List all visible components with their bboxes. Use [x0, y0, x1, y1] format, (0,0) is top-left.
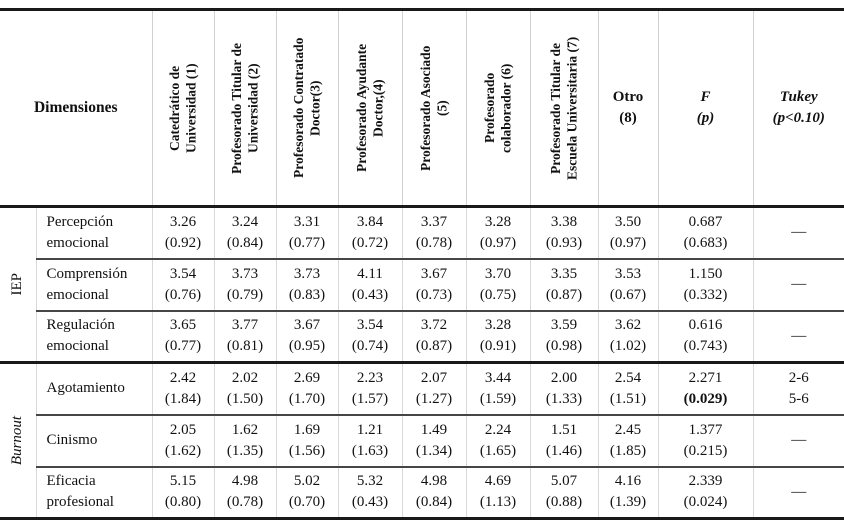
table-row: Comprensión emocional 3.54 (0.76) 3.73 (0.79… — [0, 258, 844, 312]
header-col-tukey: Tukey (p<0.10) — [752, 9, 844, 208]
mean-sd-cell: 3.37 (0.78) — [401, 206, 467, 260]
header-col-catedratico: Catedrático de Universidad (1) — [151, 9, 215, 208]
mean-sd-cell: 4.16 (1.39) — [597, 466, 659, 519]
group-label-iep: IEP — [0, 206, 37, 364]
header-row: Dimensiones Catedrático de Universidad (… — [0, 9, 844, 208]
mean-sd-cell: 4.98 (0.84) — [401, 466, 467, 519]
mean-sd-cell: 1.21 (1.63) — [337, 414, 403, 468]
header-col-ayudante-doctor: Profesorado Ayudante Doctor,(4) — [337, 9, 403, 208]
anova-results-table: Dimensiones Catedrático de Universidad (… — [0, 8, 844, 520]
mean-sd-cell: 5.32 (0.43) — [337, 466, 403, 519]
dimension-label: Comprensión emocional — [36, 258, 153, 312]
mean-sd-cell: 3.62 (1.02) — [597, 310, 659, 364]
mean-sd-cell: 3.35 (0.87) — [529, 258, 599, 312]
tukey-cell: — — [752, 206, 844, 260]
mean-sd-cell: 1.49 (1.34) — [401, 414, 467, 468]
mean-sd-cell: 3.50 (0.97) — [597, 206, 659, 260]
header-col-titular-universidad: Profesorado Titular de Universidad (2) — [213, 9, 277, 208]
mean-sd-cell: 3.73 (0.83) — [275, 258, 339, 312]
table-row: Burnout Agotamiento 2.42 (1.84) 2.02 (1.50) 2.… — [0, 362, 844, 519]
mean-sd-cell: 3.65 (0.77) — [151, 310, 215, 364]
mean-sd-cell: 5.02 (0.70) — [275, 466, 339, 519]
header-col-otro: Otro (8) — [597, 9, 659, 208]
mean-sd-cell: 3.24 (0.84) — [213, 206, 277, 260]
dimension-label: Agotamiento — [35, 362, 153, 416]
mean-sd-cell: 5.07 (0.88) — [529, 466, 599, 519]
mean-sd-cell: 2.45 (1.85) — [597, 414, 659, 468]
mean-sd-cell: 2.23 (1.57) — [337, 362, 403, 416]
dimension-label: Eficacia profesional — [36, 466, 153, 519]
mean-sd-cell: 3.84 (0.72) — [337, 206, 403, 260]
mean-sd-cell: 3.26 (0.92) — [151, 206, 215, 260]
mean-sd-cell: 3.70 (0.75) — [465, 258, 531, 312]
mean-sd-cell: 4.98 (0.78) — [213, 466, 277, 519]
group-label-text: Burnout — [9, 415, 26, 466]
mean-sd-cell: 2.07 (1.27) — [401, 362, 467, 416]
mean-sd-cell: 3.28 (0.97) — [465, 206, 531, 260]
mean-sd-cell: 2.02 (1.50) — [213, 362, 277, 416]
tukey-cell: 2-6 5-6 — [752, 362, 844, 416]
dimension-label: Cinismo — [36, 414, 153, 468]
mean-sd-cell: 3.77 (0.81) — [213, 310, 277, 364]
mean-sd-cell: 5.15 (0.80) — [151, 466, 215, 519]
mean-sd-cell: 3.44 (1.59) — [465, 362, 531, 416]
tukey-cell: — — [752, 258, 844, 312]
mean-sd-cell: 3.53 (0.67) — [597, 258, 659, 312]
table-header: Dimensiones Catedrático de Universidad (… — [0, 9, 844, 208]
table-row: Regulación emocional 3.65 (0.77) 3.77 (0.81)… — [0, 310, 844, 364]
table-row: IEP Percepción emocional 3.26 (0.92) 3.24 (0.… — [0, 206, 844, 364]
f-p-cell: 1.377 (0.215) — [657, 414, 754, 468]
tukey-cell: — — [752, 414, 844, 468]
table-body: IEP Percepción emocional 3.26 (0.92) 3.24 (0.… — [0, 206, 844, 519]
mean-sd-cell: 3.72 (0.87) — [401, 310, 467, 364]
mean-sd-cell: 3.31 (0.77) — [275, 206, 339, 260]
rotated-header-text: Profesorado colaborador (6) — [481, 63, 514, 153]
header-col-colaborador: Profesorado colaborador (6) — [465, 9, 531, 208]
rotated-header-text: Catedrático de Universidad (1) — [166, 63, 199, 153]
rotated-header-text: Profesorado Titular de Escuela Universit… — [547, 36, 580, 180]
mean-sd-cell: 4.69 (1.13) — [465, 466, 531, 519]
group-label-text: IEP — [9, 273, 26, 296]
mean-sd-cell: 3.67 (0.73) — [401, 258, 467, 312]
mean-sd-cell: 2.05 (1.62) — [151, 414, 215, 468]
f-p-cell: 1.150 (0.332) — [657, 258, 754, 312]
header-col-f: F (p) — [657, 9, 754, 208]
mean-sd-cell: 3.38 (0.93) — [529, 206, 599, 260]
mean-sd-cell: 2.69 (1.70) — [275, 362, 339, 416]
header-col-contratado-doctor: Profesorado Contratado Doctor(3) — [275, 9, 339, 208]
rotated-header-text: Profesorado Ayudante Doctor,(4) — [353, 43, 386, 173]
rotated-header-text: Profesorado Contratado Doctor(3) — [290, 37, 323, 179]
rotated-header-text: Profesorado Titular de Universidad (2) — [228, 42, 261, 174]
mean-sd-cell: 3.67 (0.95) — [275, 310, 339, 364]
mean-sd-cell: 1.69 (1.56) — [275, 414, 339, 468]
header-dimensiones: Dimensiones — [0, 9, 153, 208]
f-p-cell: 0.687 (0.683) — [657, 206, 754, 260]
tukey-cell: — — [752, 310, 844, 364]
table-row: Eficacia profesional 5.15 (0.80) 4.98 (0.78)… — [0, 466, 844, 519]
mean-sd-cell: 2.42 (1.84) — [151, 362, 215, 416]
tukey-cell: — — [752, 466, 844, 519]
mean-sd-cell: 2.24 (1.65) — [465, 414, 531, 468]
dimension-label: Regulación emocional — [36, 310, 153, 364]
mean-sd-cell: 3.54 (0.76) — [151, 258, 215, 312]
header-col-titular-escuela: Profesorado Titular de Escuela Universit… — [529, 9, 599, 208]
header-col-asociado: Profesorado Asociado (5) — [401, 9, 467, 208]
mean-sd-cell: 2.00 (1.33) — [529, 362, 599, 416]
f-p-cell: 2.339 (0.024) — [657, 466, 754, 519]
rotated-header-text: Profesorado Asociado (5) — [417, 45, 450, 171]
f-p-cell: 2.271 (0.029) — [657, 362, 754, 416]
mean-sd-cell: 1.51 (1.46) — [529, 414, 599, 468]
mean-sd-cell: 4.11 (0.43) — [337, 258, 403, 312]
mean-sd-cell: 3.28 (0.91) — [465, 310, 531, 364]
dimension-label: Percepción emocional — [35, 206, 153, 260]
mean-sd-cell: 3.59 (0.98) — [529, 310, 599, 364]
table-row: Cinismo 2.05 (1.62) 1.62 (1.35) 1.69 (1.56) 1.2… — [0, 414, 844, 468]
mean-sd-cell: 3.73 (0.79) — [213, 258, 277, 312]
group-label-burnout: Burnout — [0, 362, 37, 519]
f-p-cell: 0.616 (0.743) — [657, 310, 754, 364]
mean-sd-cell: 3.54 (0.74) — [337, 310, 403, 364]
mean-sd-cell: 2.54 (1.51) — [597, 362, 659, 416]
mean-sd-cell: 1.62 (1.35) — [213, 414, 277, 468]
